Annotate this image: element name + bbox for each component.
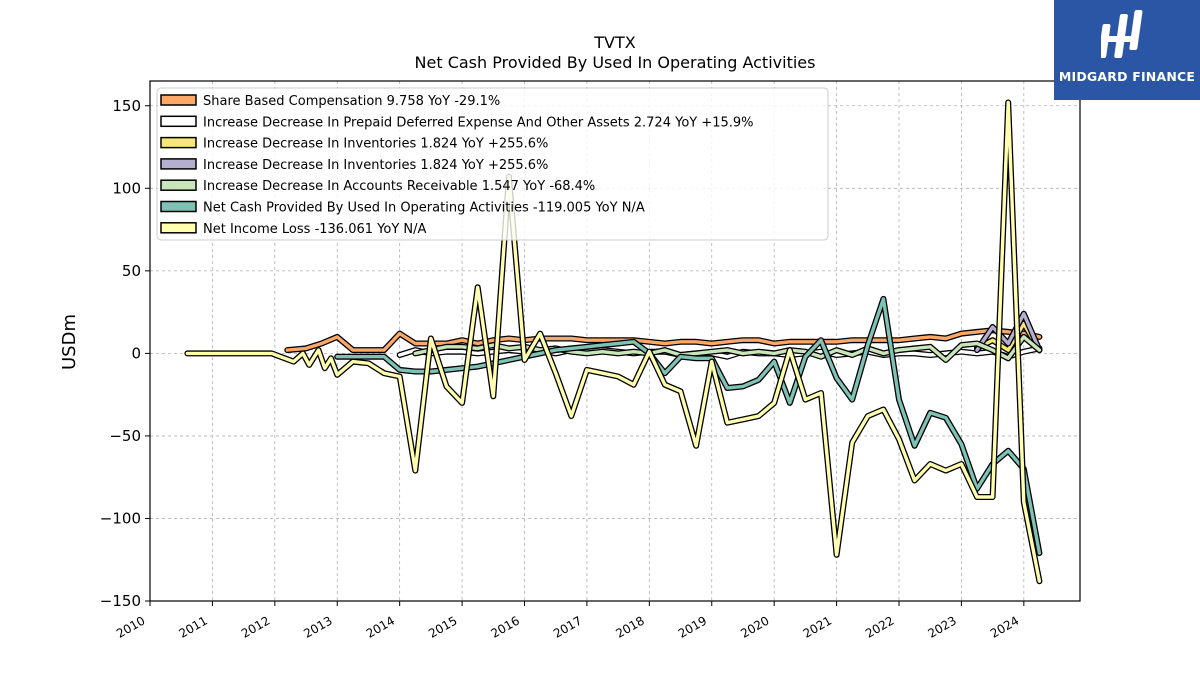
x-tick-label: 2014 — [364, 613, 397, 640]
y-tick-label: −50 — [109, 427, 141, 445]
legend-label: Increase Decrease In Inventories 1.824 Y… — [203, 137, 548, 152]
series-line-6 — [184, 99, 1043, 585]
x-tick-label: 2022 — [863, 613, 896, 640]
legend-swatch — [160, 94, 197, 106]
legend: Share Based Compensation 9.758 YoY -29.1… — [156, 87, 829, 241]
y-axis-label: USDm — [59, 314, 80, 370]
legend-swatch — [160, 222, 197, 234]
chart-title: TVTX — [593, 33, 635, 52]
legend-label: Net Cash Provided By Used In Operating A… — [203, 201, 645, 216]
series-stroke — [185, 100, 1042, 583]
x-tick-label: 2017 — [551, 613, 584, 640]
y-tick-label: −100 — [100, 509, 141, 527]
x-tick-label: 2013 — [301, 613, 334, 640]
data-series — [184, 99, 1043, 585]
legend-swatch — [160, 200, 197, 213]
legend-box — [156, 87, 829, 241]
legend-label: Increase Decrease In Prepaid Deferred Ex… — [203, 115, 754, 130]
y-tick-label: 150 — [112, 97, 141, 115]
x-tick-label: 2019 — [676, 613, 709, 640]
series-line-0 — [284, 327, 1043, 354]
x-tick-label: 2015 — [426, 613, 459, 640]
y-tick-label: −150 — [100, 592, 141, 610]
legend-swatch — [160, 115, 197, 128]
series-stroke — [335, 297, 1042, 555]
legend-label: Increase Decrease In Accounts Receivable… — [203, 179, 595, 194]
legend-swatch — [160, 136, 197, 149]
legend-label: Increase Decrease In Inventories 1.824 Y… — [203, 158, 548, 173]
brand-logo: MIDGARD FINANCE — [1054, 0, 1200, 100]
x-tick-label: 2010 — [114, 613, 147, 640]
x-tick-label: 2021 — [801, 613, 834, 640]
series-line-4 — [412, 333, 1043, 363]
series-stroke — [285, 328, 1042, 352]
series-stroke — [413, 335, 1042, 362]
legend-swatch — [160, 158, 197, 170]
x-tick-label: 2018 — [613, 613, 646, 640]
legend-swatch — [160, 179, 197, 191]
legend-label: Net Income Loss -136.061 YoY N/A — [203, 222, 426, 237]
x-tick-label: 2020 — [738, 613, 771, 640]
x-tick-label: 2012 — [239, 613, 272, 640]
chart-subtitle: Net Cash Provided By Used In Operating A… — [415, 53, 816, 72]
legend-label: Share Based Compensation 9.758 YoY -29.1… — [203, 94, 500, 109]
brand-name: MIDGARD FINANCE — [1058, 69, 1196, 84]
series-line-3 — [974, 310, 1043, 354]
series-stroke — [975, 312, 1042, 352]
x-tick-label: 2023 — [925, 613, 958, 640]
series-line-5 — [334, 295, 1043, 557]
x-tick-label: 2024 — [988, 613, 1021, 640]
y-tick-label: 100 — [112, 179, 141, 197]
x-tick-label: 2011 — [176, 613, 209, 640]
x-tick-label: 2016 — [489, 613, 522, 640]
brand-logo-mark-icon — [1101, 10, 1143, 58]
y-tick-label: 0 — [131, 344, 141, 362]
y-tick-label: 50 — [122, 262, 141, 280]
plot-frame — [149, 80, 1081, 602]
